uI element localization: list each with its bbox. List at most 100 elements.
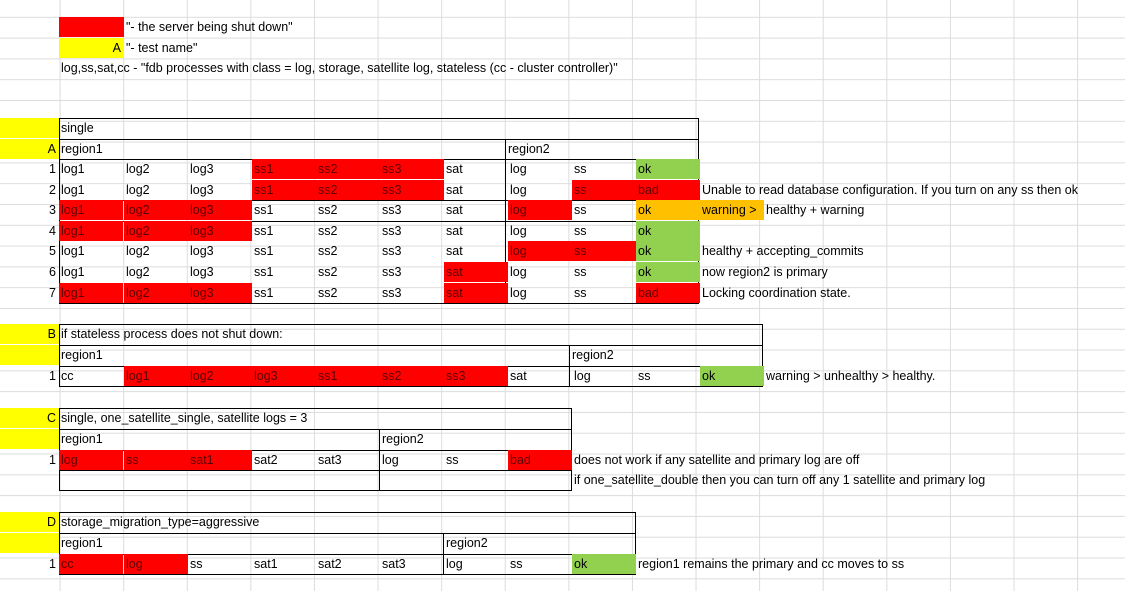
section-c-label[interactable]: C xyxy=(0,408,59,428)
section-b-cell[interactable]: log2 xyxy=(188,366,252,386)
section-a-cell[interactable]: log3 xyxy=(190,265,214,279)
section-a-cell[interactable]: ok xyxy=(636,159,700,179)
section-a-cell[interactable]: log2 xyxy=(124,200,188,220)
legend-red-swatch[interactable] xyxy=(59,17,124,37)
section-a-cell[interactable]: ss1 xyxy=(252,159,316,179)
section-a-cell[interactable]: log1 xyxy=(59,283,123,303)
section-d-cell[interactable]: log xyxy=(446,557,463,571)
section-b-cell[interactable]: log3 xyxy=(252,366,316,386)
section-a-cell[interactable]: log xyxy=(510,286,527,300)
section-a-cell[interactable]: log2 xyxy=(126,265,150,279)
section-a-cell[interactable]: ss2 xyxy=(318,244,338,258)
section-a-cell[interactable]: log xyxy=(510,183,527,197)
section-a-cell[interactable]: log1 xyxy=(61,244,85,258)
section-a-cell[interactable]: log1 xyxy=(61,183,85,197)
section-b-cell[interactable]: log1 xyxy=(124,366,188,386)
section-a-cell[interactable]: ss xyxy=(574,162,587,176)
section-b-cell[interactable]: ss xyxy=(638,369,651,383)
section-a-cell[interactable]: log xyxy=(510,162,527,176)
section-a-cell[interactable]: ss3 xyxy=(380,159,444,179)
section-a-cell[interactable]: ss1 xyxy=(254,244,274,258)
section-a-row-num[interactable]: 5 xyxy=(49,244,56,258)
section-a-cell[interactable]: ss3 xyxy=(382,244,402,258)
section-a-cell[interactable]: sat xyxy=(446,203,463,217)
section-c-cell[interactable]: sat3 xyxy=(318,453,342,467)
section-a-cell[interactable]: bad xyxy=(636,180,700,200)
section-d-cell[interactable]: sat1 xyxy=(254,557,278,571)
section-c-cell[interactable]: log xyxy=(382,453,399,467)
section-a-cell[interactable]: ss3 xyxy=(382,265,402,279)
section-a-cell[interactable]: log xyxy=(508,241,572,261)
section-c-cell[interactable]: bad xyxy=(508,450,572,470)
section-a-row-num[interactable]: 3 xyxy=(49,203,56,217)
section-a-cell[interactable]: log1 xyxy=(59,200,123,220)
section-b-cell[interactable]: ss3 xyxy=(444,366,508,386)
section-a-cell[interactable]: sat xyxy=(444,283,508,303)
section-a-cell[interactable]: ss xyxy=(574,203,587,217)
section-b-cell[interactable]: ok xyxy=(700,366,764,386)
section-b-row-num[interactable]: 1 xyxy=(49,369,56,383)
section-d-cell[interactable]: sat2 xyxy=(318,557,342,571)
section-a-cell[interactable]: log2 xyxy=(126,244,150,258)
section-a-cell[interactable]: ss3 xyxy=(382,203,402,217)
section-a-note[interactable]: healthy + accepting_commits xyxy=(702,244,864,258)
section-a-cell[interactable]: ss1 xyxy=(254,265,274,279)
section-a-cell[interactable]: sat xyxy=(446,183,463,197)
section-a-row-num[interactable]: 4 xyxy=(49,224,56,238)
section-a-cell[interactable]: ok xyxy=(636,221,700,241)
section-c-region1[interactable]: region1 xyxy=(61,432,103,446)
section-c-region2[interactable]: region2 xyxy=(382,432,424,446)
section-a-cell[interactable]: ss1 xyxy=(252,180,316,200)
section-a-cell[interactable]: ok xyxy=(636,241,700,261)
section-a-cell[interactable]: ss1 xyxy=(254,203,274,217)
section-a-region1[interactable]: region1 xyxy=(61,142,103,156)
section-a-cell[interactable]: ss2 xyxy=(318,203,338,217)
section-a-cell[interactable]: ss xyxy=(574,265,587,279)
section-b-note[interactable]: warning > unhealthy > healthy. xyxy=(766,369,936,383)
section-d-cell[interactable]: ss xyxy=(190,557,203,571)
legend-test-swatch[interactable]: A xyxy=(59,38,124,58)
section-b-region2[interactable]: region2 xyxy=(572,348,614,362)
section-b-label[interactable]: B xyxy=(0,324,59,344)
section-a-cell[interactable]: ss xyxy=(572,180,636,200)
section-a-cell[interactable]: sat xyxy=(446,244,463,258)
section-a-note[interactable]: Unable to read database configuration. I… xyxy=(702,183,1078,197)
section-a-cell[interactable]: ss xyxy=(574,286,587,300)
section-a-cell[interactable]: ss2 xyxy=(318,224,338,238)
section-d-cell[interactable]: sat3 xyxy=(382,557,406,571)
section-a-cell[interactable]: ss xyxy=(572,241,636,261)
section-a-cell[interactable]: log3 xyxy=(188,200,252,220)
section-a-note[interactable]: now region2 is primary xyxy=(702,265,828,279)
section-a-cell[interactable]: ss3 xyxy=(382,286,402,300)
section-a-label[interactable]: A xyxy=(0,139,59,159)
section-d-label[interactable]: D xyxy=(0,512,59,532)
section-a-cell[interactable]: log1 xyxy=(59,221,123,241)
section-d-title[interactable]: storage_migration_type=aggressive xyxy=(61,515,260,529)
section-a-cell[interactable]: ss2 xyxy=(318,265,338,279)
section-b-cell[interactable]: cc xyxy=(61,369,74,383)
section-a-cell[interactable]: ss3 xyxy=(380,180,444,200)
section-a-row-num[interactable]: 1 xyxy=(49,162,56,176)
section-a-cell[interactable]: log3 xyxy=(190,162,214,176)
section-a-cell[interactable]: log2 xyxy=(126,183,150,197)
section-a-cell[interactable]: log xyxy=(510,224,527,238)
section-c-note-2[interactable]: if one_satellite_double then you can tur… xyxy=(574,473,986,487)
section-d-cell[interactable]: ok xyxy=(572,554,636,574)
section-a-cell[interactable]: ok xyxy=(636,262,700,282)
section-b-region1[interactable]: region1 xyxy=(61,348,103,362)
section-c-cell[interactable]: sat1 xyxy=(188,450,252,470)
section-a-cell[interactable]: log3 xyxy=(188,221,252,241)
section-a-cell[interactable]: log2 xyxy=(124,283,188,303)
section-c-cell[interactable]: ss xyxy=(446,453,459,467)
section-c-row-num[interactable]: 1 xyxy=(49,453,56,467)
section-b-cell[interactable]: sat xyxy=(510,369,527,383)
section-d-cell[interactable]: log xyxy=(124,554,188,574)
section-a-cell[interactable]: ss2 xyxy=(318,286,338,300)
section-a-cell[interactable]: log3 xyxy=(190,183,214,197)
section-a-note[interactable]: healthy + warning xyxy=(766,203,865,217)
section-a-cell[interactable]: ss1 xyxy=(254,286,274,300)
section-a-cell[interactable]: ok xyxy=(636,200,700,220)
section-a-cell[interactable]: log1 xyxy=(61,162,85,176)
section-d-cell[interactable]: ss xyxy=(510,557,523,571)
